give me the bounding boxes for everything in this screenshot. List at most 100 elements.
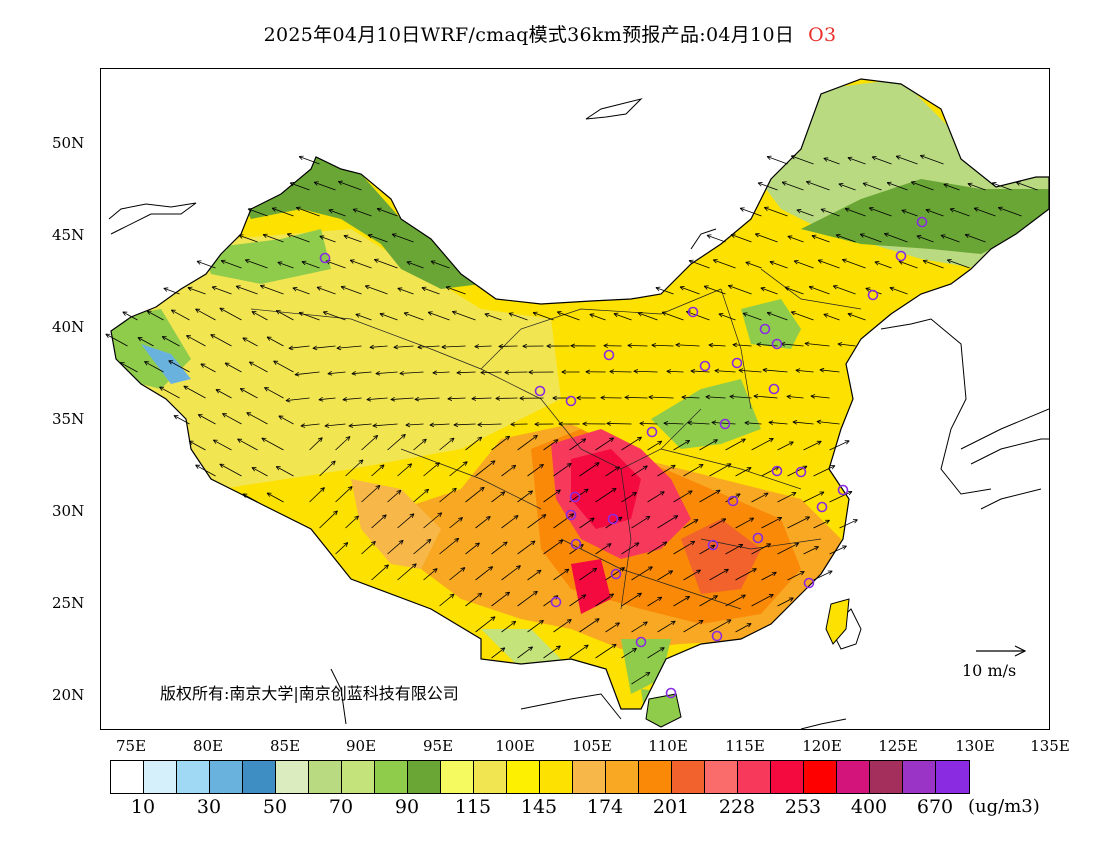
- wind-arrow: [242, 493, 258, 503]
- wind-arrow: [754, 233, 778, 243]
- wind-arrow: [829, 545, 847, 555]
- wind-arrow: [349, 259, 372, 269]
- wind-arrow: [200, 363, 216, 373]
- lon-tick-95e: 95E: [422, 737, 454, 755]
- wind-arrow: [248, 361, 268, 373]
- wind-arrow: [777, 441, 794, 451]
- wind-arrow: [766, 155, 788, 165]
- wind-arrow: [475, 516, 491, 529]
- wind-arrow: [631, 671, 651, 685]
- wind-arrow: [579, 567, 598, 581]
- wind-arrow: [510, 421, 528, 427]
- wind-arrow: [212, 439, 232, 451]
- colorbar-label-8: 201: [652, 796, 690, 818]
- wind-arrow: [657, 515, 679, 529]
- wind-arrow: [819, 367, 840, 373]
- wind-arrow: [883, 232, 908, 243]
- wind-arrow: [187, 286, 206, 295]
- wind-arrow: [829, 440, 850, 451]
- wind-arrow: [397, 563, 417, 581]
- wind-arrow: [501, 565, 521, 581]
- wind-arrow: [895, 155, 918, 165]
- wind-arrow: [527, 463, 544, 477]
- wind-arrow: [335, 436, 351, 451]
- wind-arrow: [475, 460, 496, 477]
- wind-arrow: [553, 463, 572, 477]
- wind-arrow: [837, 342, 856, 347]
- wind-arrow: [421, 286, 440, 295]
- wind-arrow: [829, 491, 853, 503]
- wind-arrow: [262, 233, 284, 243]
- city-marker: [727, 495, 739, 507]
- wind-reference-label: 10 m/s: [962, 661, 1017, 680]
- wind-arrow: [657, 620, 676, 633]
- wind-arrow: [718, 313, 736, 321]
- wind-arrow: [657, 570, 674, 581]
- wind-arrow: [605, 466, 620, 477]
- wind-arrow: [465, 436, 483, 451]
- wind-arrow: [699, 595, 718, 607]
- wind-arrow: [517, 490, 533, 503]
- wind-arrow: [480, 370, 502, 375]
- wind-arrow: [781, 181, 804, 191]
- wind-arrow: [273, 360, 294, 373]
- wind-arrow: [647, 541, 668, 555]
- wind-arrow: [569, 644, 589, 659]
- wind-arrow: [465, 542, 480, 555]
- wind-arrow: [399, 370, 424, 376]
- wind-arrow: [423, 462, 440, 477]
- wind-arrow: [447, 396, 466, 401]
- wind-arrow: [161, 336, 180, 347]
- colorbar-swatch-8: [375, 761, 408, 793]
- wind-arrow: [501, 515, 519, 529]
- colorbar-label-5: 115: [454, 796, 492, 818]
- wind-arrow: [673, 439, 690, 451]
- wind-arrow: [910, 181, 934, 191]
- wind-arrow: [949, 208, 970, 217]
- wind-arrow: [803, 546, 819, 555]
- wind-arrow: [403, 312, 424, 321]
- wind-arrow: [366, 397, 388, 402]
- wind-arrow: [219, 463, 242, 477]
- wind-arrow: [361, 484, 381, 503]
- city-marker: [665, 687, 677, 699]
- city-marker: [752, 532, 764, 544]
- wind-arrow: [372, 423, 398, 428]
- wind-arrow: [605, 622, 620, 633]
- wind-arrow: [579, 462, 600, 477]
- wind-arrow: [997, 206, 1022, 217]
- wind-arrow: [328, 209, 346, 217]
- wind-arrow: [738, 368, 762, 373]
- wind-arrow: [699, 489, 721, 503]
- wind-arrow: [600, 395, 622, 400]
- wind-arrow: [173, 415, 190, 425]
- wind-arrow: [673, 540, 696, 555]
- wind-arrow: [137, 337, 154, 347]
- wind-arrow: [429, 422, 450, 428]
- wind-arrow: [195, 308, 216, 321]
- wind-arrow: [278, 415, 294, 425]
- wind-arrow: [760, 287, 778, 295]
- wind-arrow: [699, 544, 716, 555]
- wind-arrow: [803, 491, 825, 503]
- wind-arrow: [298, 155, 320, 165]
- wind-arrow: [761, 517, 783, 529]
- wind-arrow: [862, 182, 882, 191]
- wind-arrow: [355, 313, 372, 321]
- wind-arrow: [784, 286, 804, 295]
- wind-arrow: [631, 515, 651, 529]
- wind-arrow: [375, 371, 398, 376]
- wind-arrow: [335, 542, 349, 555]
- wind-arrow: [787, 571, 805, 581]
- colorbar-swatch-21: [804, 761, 837, 793]
- lat-tick-20n: 20N: [52, 686, 85, 704]
- wind-arrow: [188, 440, 206, 451]
- wind-arrow: [709, 463, 732, 477]
- wind-arrow: [639, 421, 658, 426]
- wind-arrow: [224, 362, 242, 373]
- colorbar-label-4: 90: [394, 796, 420, 818]
- wind-arrow: [757, 182, 778, 191]
- city-marker: [550, 596, 562, 608]
- city-marker: [867, 289, 879, 301]
- wind-arrow: [413, 438, 427, 451]
